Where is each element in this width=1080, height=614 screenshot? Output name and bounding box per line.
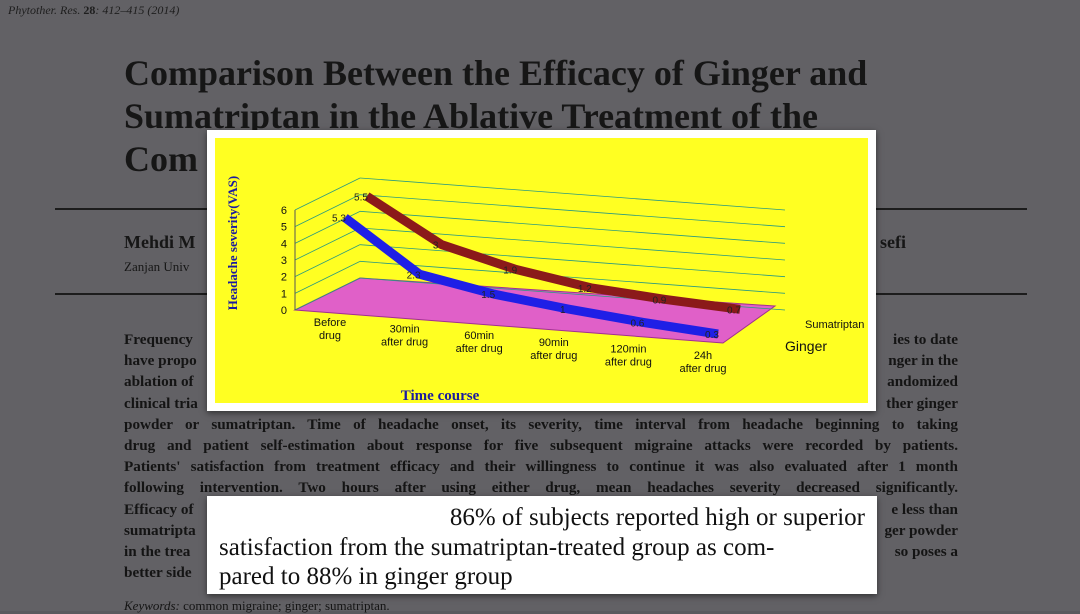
- paper-title: Comparison Between the Efficacy of Ginge…: [124, 52, 1004, 181]
- quote-overlay: 86% of subjects reported high or superio…: [207, 496, 877, 594]
- abstract-line-right: nger in the: [888, 352, 958, 370]
- x-tick-label: 24h after drug: [679, 350, 726, 375]
- gridline-back: [359, 194, 786, 228]
- y-tick-label: 1: [281, 288, 287, 300]
- abstract-line: in the trea so poses a: [124, 541, 958, 562]
- gridline-side: [294, 260, 361, 294]
- abstract-line-right: andomized: [887, 373, 958, 391]
- x-tick-label: Before drug: [314, 317, 346, 342]
- keywords-label: Keywords:: [124, 598, 180, 613]
- journal-citation: Phytother. Res. 28: 412–415 (2014): [8, 3, 179, 18]
- abstract-line-left: Frequency: [124, 331, 193, 348]
- data-label: 1: [560, 305, 566, 316]
- authors-right: sefi: [880, 232, 906, 252]
- data-label: 0.3: [705, 330, 719, 341]
- keywords: Keywords: common migraine; ginger; sumat…: [124, 598, 390, 614]
- chart-overlay: 0 1 2 3 4 5 6 Headache severity(VAS) Before drug 3…: [207, 130, 876, 411]
- abstract-line-right: ther ginger: [886, 394, 958, 412]
- abstract-line-text: following intervention. Two hours after …: [124, 479, 958, 497]
- abstract-line: powder or sumatriptan. Time of headache …: [124, 414, 958, 435]
- abstract-line-left: Efficacy of: [124, 500, 194, 518]
- legend-sumatriptan: Sumatriptan: [805, 319, 864, 331]
- data-label: 1.2: [578, 284, 592, 295]
- abstract-line: sumatripta ger powder: [124, 520, 958, 541]
- abstract-line-left: in the trea: [124, 542, 191, 560]
- y-tick-label: 4: [281, 238, 287, 250]
- abstract-line: ablation of andomized: [124, 371, 958, 392]
- y-tick-label: 6: [281, 205, 287, 217]
- gridline-back: [359, 244, 786, 278]
- gridline-back: [359, 210, 786, 244]
- x-tick-label: 60min after drug: [456, 330, 503, 355]
- y-tick-label: 0: [281, 305, 287, 317]
- data-label: 2.3: [407, 270, 421, 281]
- series-line-ginger: [342, 214, 719, 339]
- abstract-line-left: better side: [124, 564, 192, 582]
- abstract-line-left: ablation of: [124, 373, 194, 391]
- gridline-back: [359, 260, 786, 294]
- data-label: 1.9: [503, 266, 517, 277]
- abstract-line-text: Patients' satisfaction from treatment ef…: [124, 458, 958, 476]
- affiliation: Zanjan Univ: [124, 259, 190, 274]
- gridline-side: [294, 177, 361, 211]
- data-label: 0.6: [630, 318, 644, 329]
- data-label: 5.5: [354, 192, 368, 203]
- title-line-2: Sumatriptan in the Ablative Treatment of…: [124, 96, 818, 136]
- data-label: 0.9: [652, 295, 666, 306]
- abstract-line: better side: [124, 562, 958, 583]
- abstract-line: Frequency ies to date: [124, 329, 958, 350]
- y-tick-label: 3: [281, 255, 287, 267]
- abstract-line-right: ger powder: [884, 521, 958, 539]
- abstract-line-text: powder or sumatriptan. Time of headache …: [124, 415, 958, 433]
- authors-left: Mehdi M: [124, 232, 196, 252]
- chart-background: [215, 138, 868, 403]
- y-axis-label: Headache severity(VAS): [225, 176, 240, 310]
- gridline-side: [294, 227, 361, 261]
- legend-ginger: Ginger: [785, 338, 827, 354]
- data-label: 0.7: [727, 305, 741, 316]
- journal-pages: : 412–415 (2014): [95, 3, 180, 17]
- data-label: 1.5: [481, 290, 495, 301]
- abstract: Frequency ies to date have propo nger in th…: [124, 329, 958, 583]
- abstract-line-right: e less than: [891, 500, 958, 518]
- x-tick-label: 30min after drug: [381, 324, 428, 349]
- y-tick-label: 5: [281, 222, 287, 234]
- abstract-line: clinical tria ther ginger: [124, 393, 958, 414]
- journal-volume: 28: [83, 3, 96, 17]
- title-line-3: Com: [124, 139, 198, 179]
- abstract-line-right: so poses a: [894, 542, 958, 560]
- series-line-sumatriptan: [364, 192, 741, 314]
- data-label: 3: [433, 241, 439, 252]
- abstract-line-left: clinical tria: [124, 394, 198, 412]
- abstract-line-right: ies to date: [893, 331, 958, 348]
- quote-line-2: satisfaction from the sumatriptan-treate…: [219, 534, 775, 561]
- keywords-text: common migraine; ginger; sumatriptan.: [183, 598, 390, 613]
- x-tick-label: 90min after drug: [530, 337, 577, 362]
- abstract-line: following intervention. Two hours after …: [124, 477, 958, 498]
- gridline-side: [294, 194, 361, 228]
- x-axis-label: Time course: [401, 388, 480, 403]
- abstract-line-left: have propo: [124, 352, 197, 370]
- abstract-line-text: drug and patient self-estimation about r…: [124, 436, 958, 454]
- abstract-line: Efficacy of e less than: [124, 499, 958, 520]
- abstract-line: have propo nger in the: [124, 350, 958, 371]
- abstract-line: drug and patient self-estimation about r…: [124, 435, 958, 456]
- quote-line-1: 86% of subjects reported high or superio…: [449, 504, 865, 531]
- gridline-side: [294, 244, 361, 278]
- quote-line-3: pared to 88% in ginger group: [219, 563, 513, 590]
- journal-name: Phytother. Res.: [8, 3, 81, 17]
- abstract-line: Patients' satisfaction from treatment ef…: [124, 456, 958, 477]
- abstract-line-left: sumatripta: [124, 521, 196, 539]
- x-tick-label: 120min after drug: [605, 343, 652, 368]
- headache-severity-chart: 0 1 2 3 4 5 6 Headache severity(VAS) Before drug 3…: [215, 138, 868, 403]
- data-label: 5.3: [332, 214, 346, 225]
- gridline-side: [294, 277, 361, 311]
- gridline-back: [359, 177, 786, 211]
- title-line-1: Comparison Between the Efficacy of Ginge…: [124, 53, 868, 93]
- y-tick-label: 2: [281, 272, 287, 284]
